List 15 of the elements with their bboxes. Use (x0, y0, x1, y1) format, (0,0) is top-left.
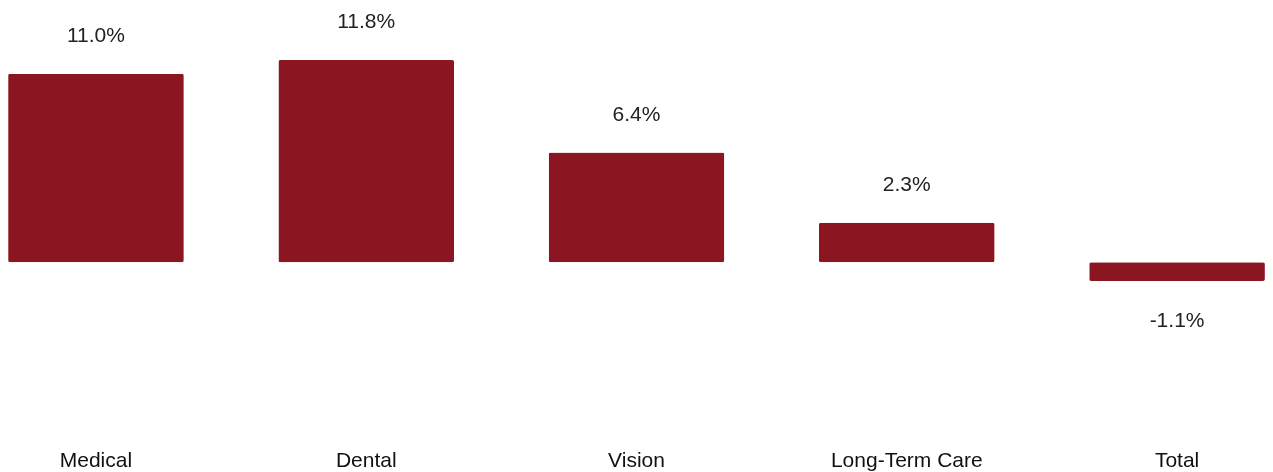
x-tick-label: Medical (59, 447, 133, 471)
data-label: 2.3% (882, 171, 931, 195)
data-label: 11.8% (337, 9, 396, 32)
bar (548, 152, 725, 263)
bar (818, 222, 995, 263)
x-tick-label: Long-Term Care (830, 447, 983, 471)
data-label: 6.4% (612, 101, 661, 125)
bar (1089, 262, 1265, 281)
bar (278, 60, 455, 263)
bar (8, 73, 184, 263)
x-tick-label: Dental (335, 447, 397, 471)
x-tick-label: Vision (608, 447, 665, 471)
data-label: 11.0% (66, 22, 125, 46)
data-label: -1.1% (1149, 308, 1205, 331)
x-tick-label: Total (1154, 447, 1200, 471)
